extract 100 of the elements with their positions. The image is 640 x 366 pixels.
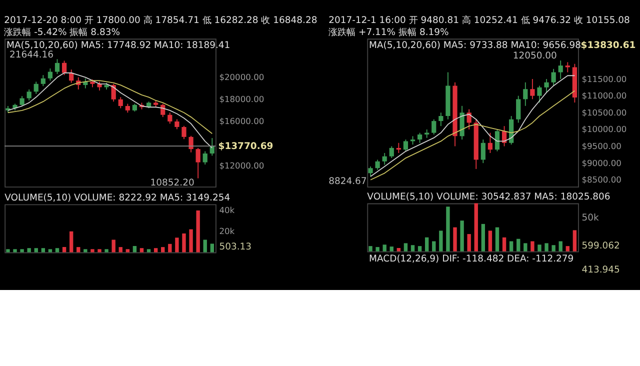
bar <box>210 244 214 252</box>
bar <box>382 244 386 252</box>
annotation: 12050.00 <box>512 50 558 62</box>
annotation: MA(5,10,20,60) MA5: 9733.88 MA10: 9656.98 <box>369 40 582 51</box>
bar <box>509 241 514 252</box>
chart-subtitle: 涨跌幅 -5.42% 振幅 8.83% <box>4 26 120 38</box>
candlestick <box>54 58 60 74</box>
bar <box>161 247 165 252</box>
bar <box>55 248 60 252</box>
candlestick <box>188 135 194 153</box>
candlestick <box>544 78 549 93</box>
candlestick <box>111 83 116 102</box>
line-series <box>8 80 213 134</box>
candlestick <box>480 139 486 164</box>
candlestick <box>438 112 444 127</box>
bar <box>48 249 52 252</box>
candlestick <box>523 82 528 106</box>
y-tick-label: 20k <box>219 226 235 236</box>
candlestick <box>382 152 387 166</box>
candlestick <box>537 85 542 104</box>
y-tick-label: $20000.00 <box>219 72 264 82</box>
bar <box>98 249 102 252</box>
bar <box>544 243 548 252</box>
candlestick <box>558 60 563 80</box>
candlestick <box>375 159 380 170</box>
bar <box>502 237 506 252</box>
candlestick <box>516 95 521 124</box>
y-tick-label: $10000.00 <box>582 124 627 134</box>
y-tick-label: $11500.00 <box>582 74 627 84</box>
candlestick <box>34 81 38 94</box>
candlestick <box>551 68 556 86</box>
bar <box>488 230 492 252</box>
candlestick <box>48 68 53 82</box>
bar <box>104 249 108 252</box>
bar <box>90 249 94 252</box>
bar <box>446 206 450 252</box>
chart-title: VOLUME(5,10) VOLUME: 8222.92 MA5: 3149.254 <box>4 192 230 204</box>
candlestick <box>389 146 394 158</box>
y-tick-label: $9000.00 <box>582 158 622 168</box>
bar <box>84 249 88 252</box>
candlestick <box>432 118 436 135</box>
y-tick-label: $9500.00 <box>582 141 622 152</box>
bar <box>175 238 179 252</box>
candlestick <box>202 150 208 165</box>
bar <box>552 245 556 252</box>
bar <box>126 249 130 252</box>
bar <box>140 248 144 252</box>
candlestick <box>530 78 535 100</box>
bar <box>376 247 380 252</box>
bar <box>112 240 116 252</box>
bar <box>182 233 186 252</box>
candlestick <box>403 139 408 152</box>
bar <box>13 249 17 252</box>
bar <box>538 244 542 252</box>
text: $13830.61 <box>580 40 636 51</box>
bar <box>558 241 562 252</box>
candlestick <box>417 132 422 144</box>
bar <box>154 248 158 252</box>
bar <box>6 249 10 252</box>
text: MACD(12,26,9) DIF: -118.482 DEA: -112.279 <box>369 254 574 265</box>
bar <box>481 224 486 252</box>
y-tick-label: $10500.00 <box>582 107 627 118</box>
bar <box>424 237 429 252</box>
bar <box>41 248 46 252</box>
bar <box>474 203 478 252</box>
bar <box>146 249 151 252</box>
chart-title: VOLUME(5,10) VOLUME: 30542.837 MA5: 18025.806 <box>367 192 610 203</box>
candlestick <box>118 96 123 109</box>
bar <box>467 234 471 252</box>
text: 413.945 <box>582 264 620 276</box>
text: 50k <box>582 212 600 224</box>
candlestick <box>26 88 32 101</box>
bar <box>189 229 193 252</box>
chart-title: 2017-12-20 8:00 开 17800.00 高 17854.71 低 16282.28 收 16848.28 <box>4 14 318 26</box>
bar <box>524 243 528 252</box>
annotation: MA(5,10,20,60) MA5: 17748.92 MA10: 18189.41 <box>6 40 230 51</box>
bar <box>118 247 122 252</box>
bar <box>418 246 422 252</box>
y-tick-label: $12000.00 <box>219 160 264 170</box>
bar <box>62 247 66 252</box>
bar <box>203 240 207 252</box>
bar <box>530 241 534 252</box>
bar <box>495 227 500 252</box>
candlestick <box>368 166 373 177</box>
bar <box>34 248 38 252</box>
bar <box>27 248 31 252</box>
bar <box>132 246 137 252</box>
bar <box>390 246 394 252</box>
bar <box>168 244 172 252</box>
bar <box>20 249 24 252</box>
candlestick <box>494 128 500 152</box>
bar <box>572 230 577 252</box>
bar <box>404 243 408 252</box>
bar <box>76 247 80 252</box>
bar <box>516 238 520 252</box>
bar <box>432 241 436 252</box>
ref-line-label: $13770.69 <box>218 140 274 152</box>
bar <box>453 227 457 252</box>
candlestick <box>182 125 186 140</box>
bar <box>439 230 443 252</box>
